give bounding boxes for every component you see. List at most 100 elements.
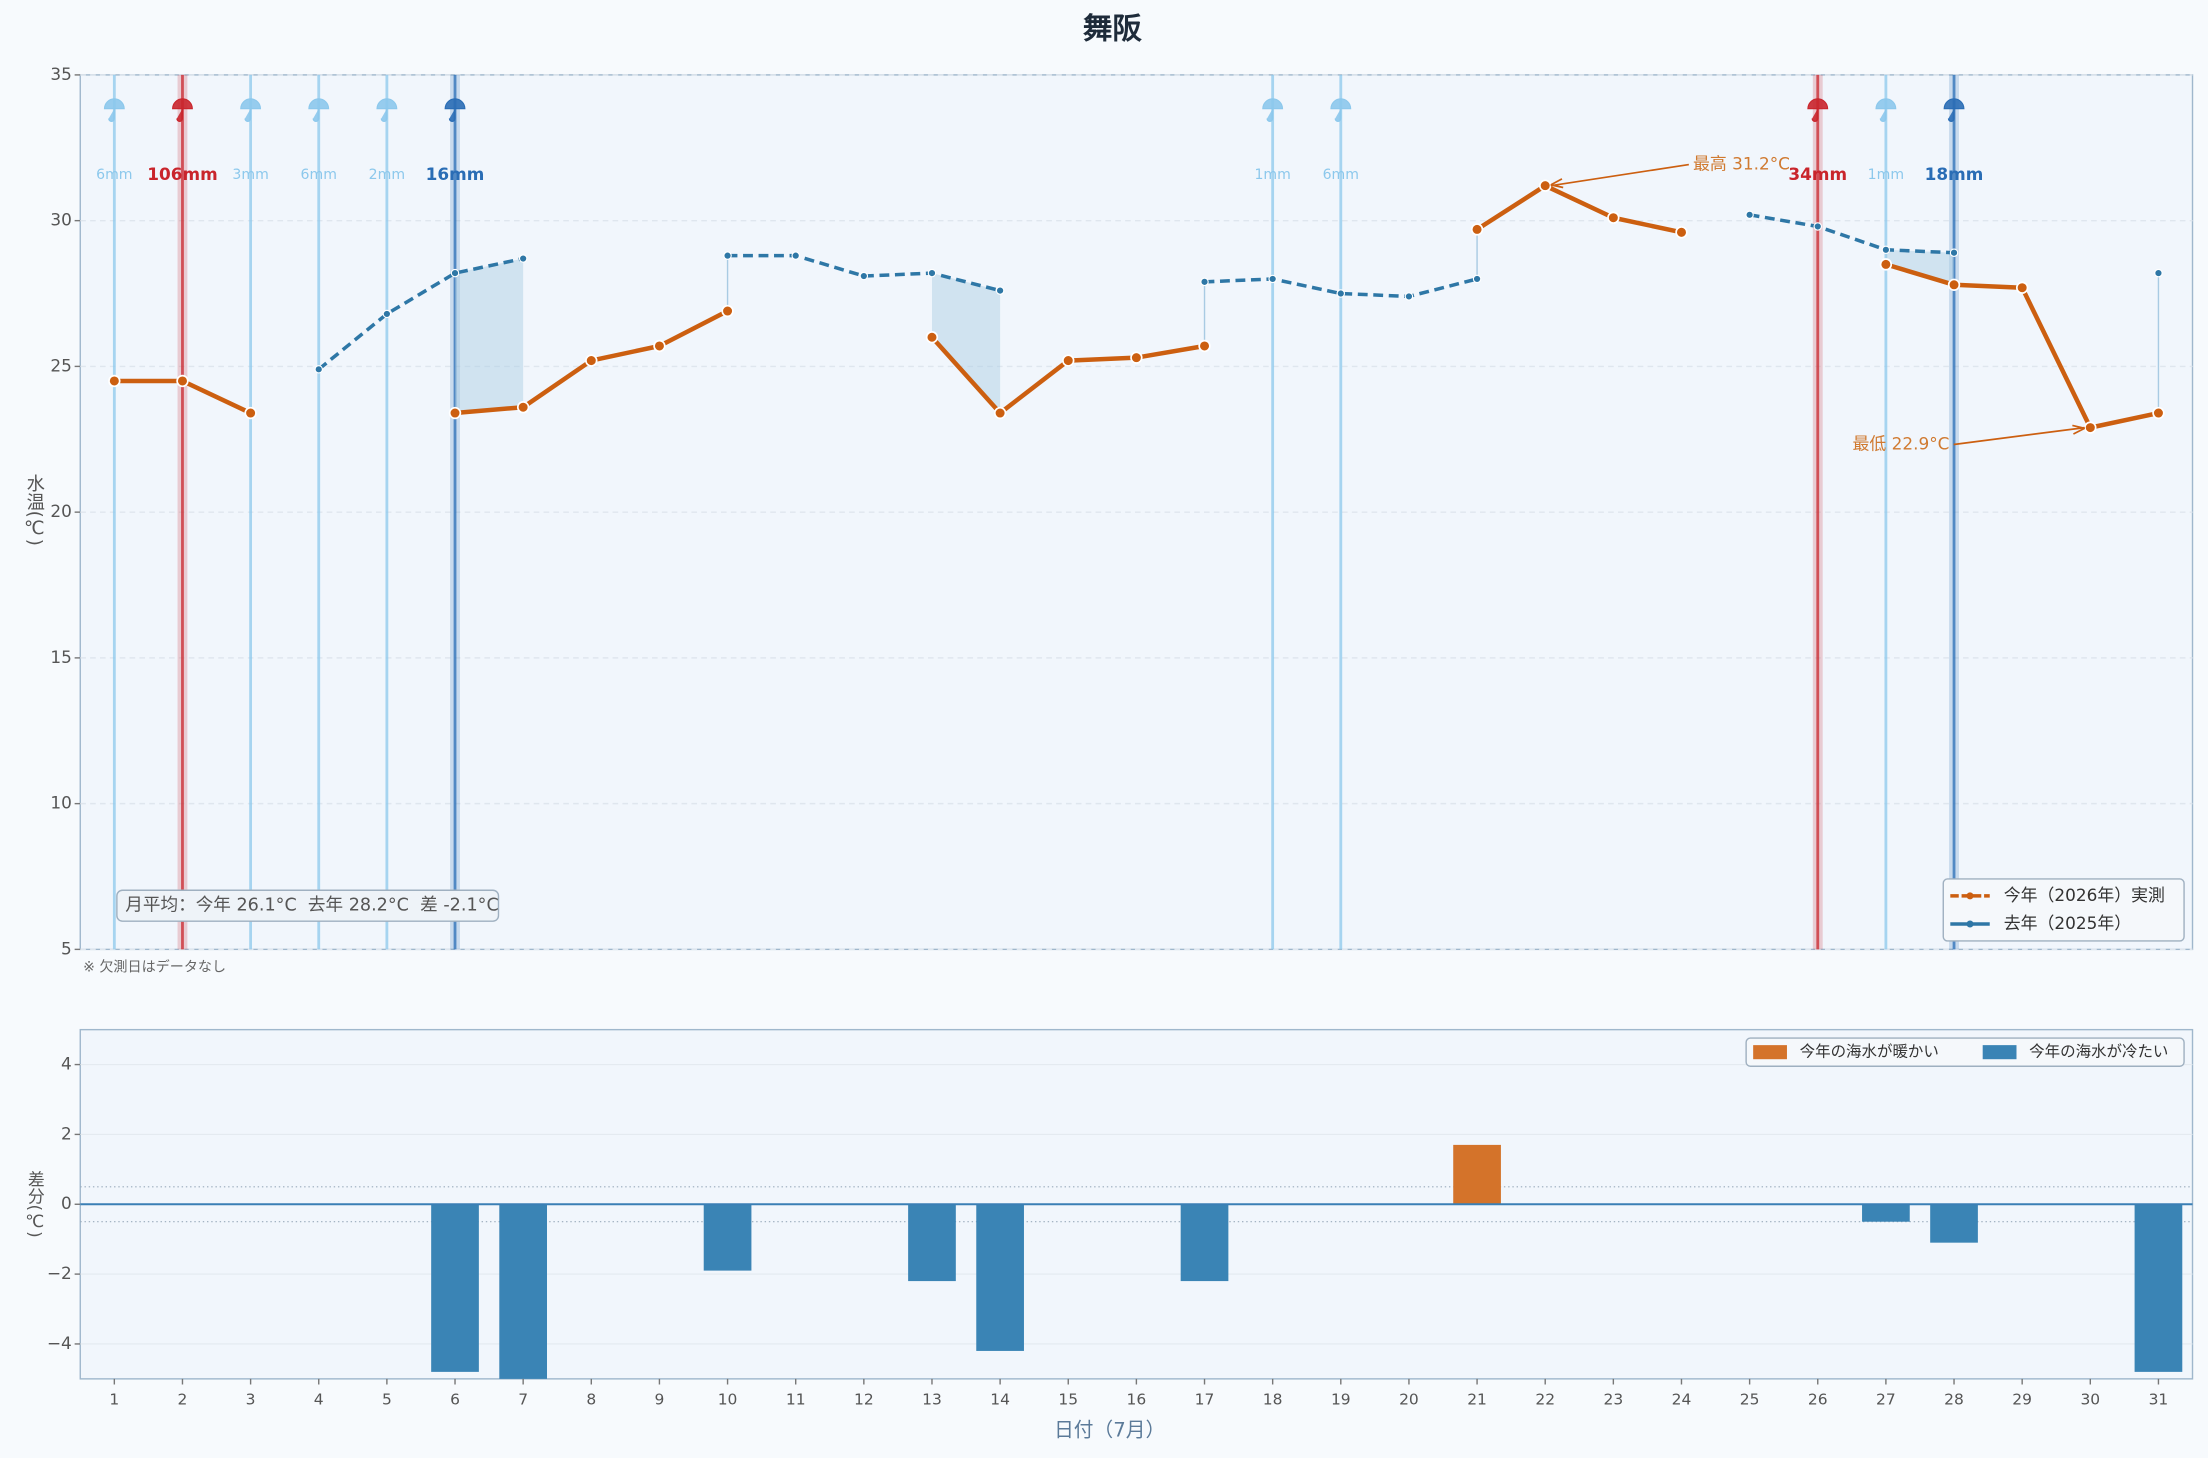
arrow-head xyxy=(1550,178,1564,189)
umbrella-icon xyxy=(1807,98,1829,122)
annotation-arrow xyxy=(1953,426,2085,446)
x-tick-label: 21 xyxy=(1467,1390,1487,1408)
umbrella-icon xyxy=(1330,98,1352,122)
series-point xyxy=(1949,248,1959,257)
series-point xyxy=(1879,258,1893,271)
summary-box xyxy=(116,889,500,922)
x-tick-label: 12 xyxy=(854,1390,874,1408)
series-line xyxy=(1749,213,1955,255)
bar xyxy=(976,1204,1024,1351)
y-tick-label: −2 xyxy=(47,1263,72,1283)
series-point xyxy=(518,254,528,263)
series-point xyxy=(108,374,121,388)
series-point xyxy=(791,251,800,260)
series-point xyxy=(176,374,189,388)
series-point xyxy=(2152,406,2165,420)
bar xyxy=(431,1204,479,1372)
series-point xyxy=(995,286,1005,295)
bar xyxy=(2134,1204,2183,1372)
legend-box xyxy=(1745,1037,2185,1067)
rain-label: 34mm xyxy=(1788,164,1847,184)
x-axis-label: 日付（7月） xyxy=(1054,1418,1165,1441)
rain-label: 6mm xyxy=(96,167,132,183)
annotation: 最低 22.9°C xyxy=(1853,434,1950,454)
legend-label: 今年（2026年）実測 xyxy=(2004,885,2165,905)
x-tick-label: 14 xyxy=(990,1390,1010,1408)
x-tick-label: 9 xyxy=(655,1390,665,1408)
x-tick-label: 27 xyxy=(1876,1390,1896,1408)
series-point xyxy=(2154,268,2163,278)
diff-band xyxy=(1885,249,1955,285)
series-point xyxy=(723,251,732,260)
series-point xyxy=(653,339,666,353)
diff-band xyxy=(931,273,1001,414)
umbrella-icon xyxy=(172,98,193,122)
bar xyxy=(1180,1204,1229,1282)
rain-label: 6mm xyxy=(301,167,337,183)
rain-label: 16mm xyxy=(426,164,485,184)
x-tick-label: 5 xyxy=(382,1390,392,1408)
legend-label: 去年（2025年） xyxy=(2004,913,2131,933)
series-point xyxy=(1607,211,1620,224)
series-point xyxy=(1472,274,1482,284)
umbrella-icon xyxy=(1875,98,1897,122)
series-point xyxy=(382,309,392,319)
x-tick-label: 8 xyxy=(586,1390,596,1408)
series-point xyxy=(1404,292,1414,301)
x-tick-label: 25 xyxy=(1740,1390,1760,1408)
umbrella-icon xyxy=(444,98,466,122)
diff-band xyxy=(455,258,524,414)
y-axis-label: 水温(℃) xyxy=(24,474,45,546)
x-tick-label: 7 xyxy=(518,1390,528,1408)
x-tick-label: 23 xyxy=(1604,1390,1624,1408)
x-tick-label: 28 xyxy=(1944,1390,1964,1408)
series-line xyxy=(317,256,524,371)
bar xyxy=(1930,1204,1978,1243)
y-tick-label: 35 xyxy=(50,64,71,84)
series-point xyxy=(1062,354,1075,367)
x-tick-label: 3 xyxy=(246,1390,256,1408)
x-tick-label: 4 xyxy=(314,1390,324,1408)
bar xyxy=(1453,1144,1501,1205)
annotation: 最高 31.2°C xyxy=(1693,154,1790,174)
series-point xyxy=(927,268,937,278)
series-point xyxy=(1470,223,1484,236)
series-point xyxy=(1947,278,1961,291)
x-tick-label: 30 xyxy=(2080,1390,2100,1408)
x-tick-label: 18 xyxy=(1263,1390,1283,1408)
legend-label: 今年の海水が冷たい xyxy=(2029,1043,2168,1061)
series-point xyxy=(1881,245,1891,255)
x-tick-label: 17 xyxy=(1195,1390,1215,1408)
umbrella-icon xyxy=(1262,98,1284,122)
series-point xyxy=(448,406,462,420)
series-point xyxy=(1130,351,1143,364)
bar xyxy=(499,1204,548,1379)
y-tick-label: 2 xyxy=(61,1123,72,1143)
y-tick-label: 0 xyxy=(61,1193,72,1213)
series-point xyxy=(244,406,257,420)
x-tick-label: 2 xyxy=(178,1390,188,1408)
series-point xyxy=(1813,222,1822,231)
bar xyxy=(908,1204,956,1282)
legend-label: 今年の海水が暖かい xyxy=(1800,1043,1939,1061)
x-tick-label: 15 xyxy=(1058,1390,1078,1408)
legend-swatch xyxy=(1753,1045,1787,1060)
series-point xyxy=(1745,210,1754,220)
x-tick-label: 11 xyxy=(786,1390,806,1408)
umbrella-icon xyxy=(376,98,398,122)
y-tick-label: 25 xyxy=(50,355,71,375)
umbrella-icon xyxy=(240,98,262,122)
x-tick-label: 1 xyxy=(109,1390,119,1408)
summary: 月平均：今年 26.1°C 去年 28.2°C 差 -2.1°C xyxy=(125,896,498,916)
x-tick-label: 20 xyxy=(1399,1390,1419,1408)
bar xyxy=(703,1204,752,1271)
rain-label: 6mm xyxy=(1323,167,1359,183)
series-point xyxy=(859,271,869,281)
y-tick-label: 20 xyxy=(50,501,71,521)
series-point xyxy=(721,304,734,318)
legend-dot xyxy=(1966,920,1974,928)
x-tick-label: 19 xyxy=(1331,1390,1351,1408)
annotation-arrow xyxy=(1550,163,1689,187)
